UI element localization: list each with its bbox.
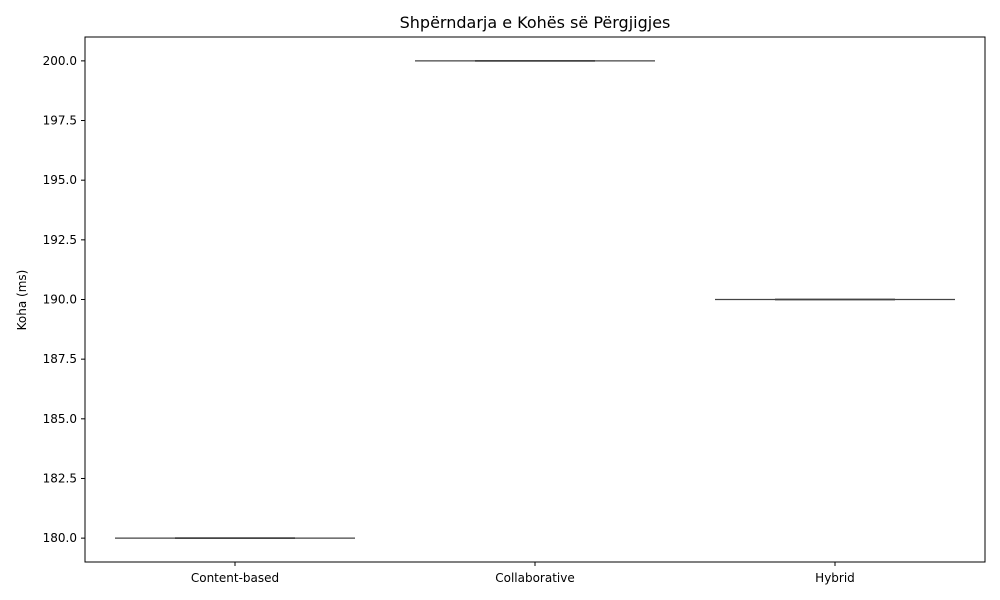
y-axis: 180.0 182.5 185.0 187.5 190.0 192.5 195.0 197.5… <box>43 54 85 545</box>
x-tick-label: Collaborative <box>495 571 575 585</box>
y-tick-label: 200.0 <box>43 54 77 68</box>
x-axis: Content-based Collaborative Hybrid <box>191 562 855 585</box>
y-tick-label: 180.0 <box>43 531 77 545</box>
y-axis-title: Koha (ms) <box>15 270 29 331</box>
x-tick-label: Hybrid <box>815 571 855 585</box>
y-tick-label: 182.5 <box>43 471 77 485</box>
y-tick-label: 185.0 <box>43 412 77 426</box>
y-tick-label: 187.5 <box>43 352 77 366</box>
x-tick-label: Content-based <box>191 571 279 585</box>
y-tick-label: 195.0 <box>43 173 77 187</box>
plot-area-frame <box>84 36 986 563</box>
y-tick-label: 190.0 <box>43 293 77 307</box>
y-tick-label: 192.5 <box>43 233 77 247</box>
y-tick-label: 197.5 <box>43 114 77 128</box>
chart-title: Shpërndarja e Kohës së Përgjigjes <box>400 13 671 32</box>
box-series <box>115 59 955 540</box>
